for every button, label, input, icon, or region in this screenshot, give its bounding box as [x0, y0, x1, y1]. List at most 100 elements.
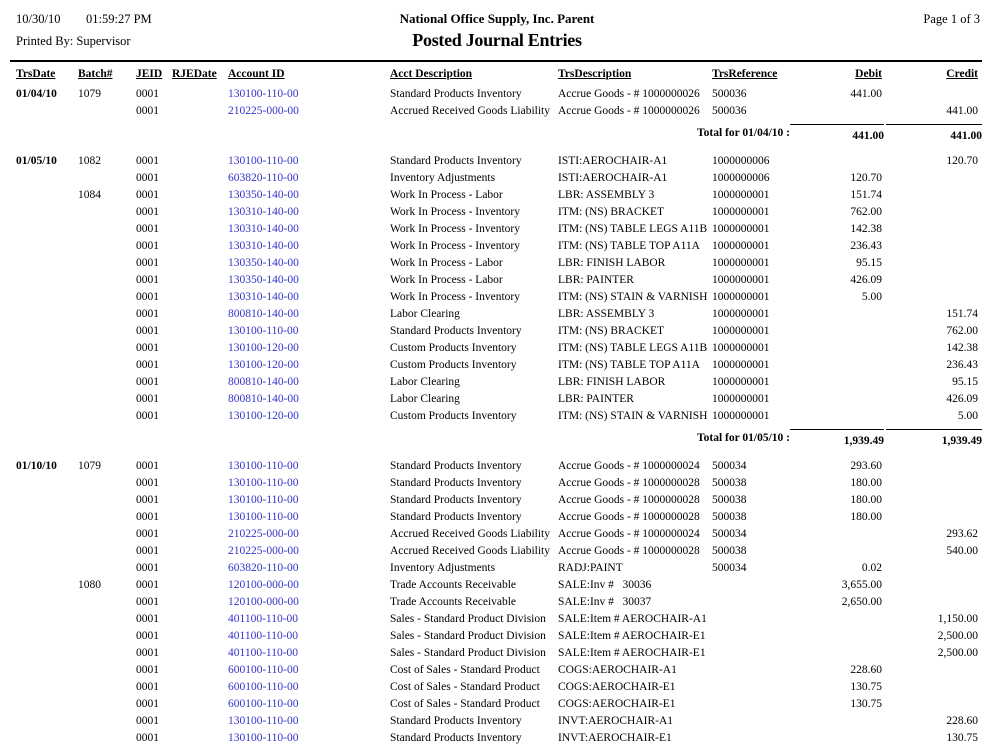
account-id-link[interactable]: 600100-110-00 [228, 681, 299, 693]
cell-jeid: 0001 [136, 698, 159, 710]
account-id-link[interactable]: 130350-140-00 [228, 257, 299, 269]
cell-rjedate [172, 272, 228, 289]
cell-trs-desc: ISTI:AEROCHAIR-A1 [558, 155, 668, 167]
cell-trs-ref: 1000000001 [712, 410, 770, 422]
cell-trs-ref [712, 628, 788, 645]
cell-trsdate [16, 594, 78, 611]
cell-debit [788, 611, 882, 628]
cell-trs-desc: ITM: (NS) STAIN & VARNISH [558, 410, 708, 422]
cell-rjedate [172, 492, 228, 509]
cell-jeid: 0001 [136, 579, 159, 591]
cell-trs-desc: LBR: PAINTER [558, 393, 634, 405]
account-id-link[interactable]: 401100-110-00 [228, 630, 299, 642]
cell-trsdate [16, 662, 78, 679]
account-id-link[interactable]: 130100-110-00 [228, 477, 299, 489]
cell-acct-desc: Standard Products Inventory [390, 715, 522, 727]
cell-acct-desc: Standard Products Inventory [390, 460, 522, 472]
cell-trsdate [16, 221, 78, 238]
account-id-link[interactable]: 120100-000-00 [228, 596, 299, 608]
cell-trsdate [16, 204, 78, 221]
account-id-link[interactable]: 600100-110-00 [228, 664, 299, 676]
cell-jeid: 0001 [136, 732, 159, 744]
account-id-link[interactable]: 600100-110-00 [228, 698, 299, 710]
cell-credit [882, 594, 978, 611]
cell-trs-ref: 1000000001 [712, 342, 770, 354]
account-id-link[interactable]: 210225-000-00 [228, 545, 299, 557]
account-id-link[interactable]: 130100-120-00 [228, 359, 299, 371]
cell-credit [882, 560, 978, 577]
cell-acct-desc: Work In Process - Inventory [390, 240, 521, 252]
account-id-link[interactable]: 130100-110-00 [228, 88, 299, 100]
cell-rjedate [172, 577, 228, 594]
journal-entry-row: 1084 0001 130350-140-00 Work In Process … [0, 187, 994, 204]
cell-trsdate: 01/04/10 [16, 88, 57, 100]
account-id-link[interactable]: 130100-110-00 [228, 511, 299, 523]
account-id-link[interactable]: 120100-000-00 [228, 579, 299, 591]
cell-trsdate [16, 103, 78, 120]
print-time: 01:59:27 PM [86, 12, 152, 26]
account-id-link[interactable]: 130350-140-00 [228, 189, 299, 201]
account-id-link[interactable]: 130100-120-00 [228, 342, 299, 354]
account-id-link[interactable]: 800810-140-00 [228, 393, 299, 405]
cell-debit: 762.00 [850, 206, 882, 218]
journal-entry-row: 0001 210225-000-00 Accrued Received Good… [0, 526, 994, 543]
cell-trs-desc: Accrue Goods - # 1000000026 [558, 105, 700, 117]
cell-rjedate [172, 594, 228, 611]
cell-trs-desc: SALE:Item # AEROCHAIR-A1 [558, 613, 707, 625]
journal-entry-row: 01/10/10 1079 0001 130100-110-00 Standar… [0, 458, 994, 475]
cell-trs-ref: 1000000001 [712, 189, 770, 201]
account-id-link[interactable]: 130310-140-00 [228, 206, 299, 218]
total-credit: 1,939.49 [886, 429, 982, 449]
account-id-link[interactable]: 130100-120-00 [228, 410, 299, 422]
cell-debit [788, 357, 882, 374]
cell-trsdate [16, 628, 78, 645]
cell-trsdate [16, 645, 78, 662]
account-id-link[interactable]: 210225-000-00 [228, 105, 299, 117]
cell-trs-desc: Accrue Goods - # 1000000028 [558, 511, 700, 523]
cell-batch [78, 696, 136, 713]
account-id-link[interactable]: 401100-110-00 [228, 647, 299, 659]
col-header-account: Account ID [228, 68, 285, 80]
account-id-link[interactable]: 130350-140-00 [228, 274, 299, 286]
col-header-trsdate: TrsDate [16, 68, 56, 80]
account-id-link[interactable]: 130310-140-00 [228, 291, 299, 303]
cell-trsdate [16, 526, 78, 543]
cell-trs-ref: 1000000001 [712, 393, 770, 405]
account-id-link[interactable]: 130100-110-00 [228, 325, 299, 337]
account-id-link[interactable]: 130100-110-00 [228, 715, 299, 727]
cell-credit [882, 509, 978, 526]
cell-trs-ref [712, 577, 788, 594]
cell-trs-desc: LBR: PAINTER [558, 274, 634, 286]
account-id-link[interactable]: 130100-110-00 [228, 460, 299, 472]
cell-acct-desc: Sales - Standard Product Division [390, 647, 546, 659]
account-id-link[interactable]: 800810-140-00 [228, 376, 299, 388]
cell-trs-ref: 1000000001 [712, 376, 770, 388]
cell-trs-desc: Accrue Goods - # 1000000026 [558, 88, 700, 100]
cell-trsdate [16, 323, 78, 340]
account-id-link[interactable]: 603820-110-00 [228, 172, 299, 184]
account-id-link[interactable]: 210225-000-00 [228, 528, 299, 540]
cell-trs-ref [712, 662, 788, 679]
cell-jeid: 0001 [136, 494, 159, 506]
total-label: Total for 01/04/10 : [697, 127, 790, 139]
account-id-link[interactable]: 603820-110-00 [228, 562, 299, 574]
account-id-link[interactable]: 130100-110-00 [228, 732, 299, 744]
cell-debit [788, 408, 882, 425]
account-id-link[interactable]: 130100-110-00 [228, 155, 299, 167]
cell-trs-desc: ITM: (NS) TABLE TOP A11A [558, 359, 700, 371]
col-header-batch: Batch# [78, 68, 113, 80]
cell-jeid: 0001 [136, 681, 159, 693]
column-headers: TrsDate Batch# JEID RJEDate Account ID A… [0, 66, 994, 83]
cell-trs-ref: 1000000001 [712, 359, 770, 371]
cell-batch [78, 357, 136, 374]
account-id-link[interactable]: 401100-110-00 [228, 613, 299, 625]
account-id-link[interactable]: 130310-140-00 [228, 223, 299, 235]
cell-rjedate [172, 306, 228, 323]
account-id-link[interactable]: 130310-140-00 [228, 240, 299, 252]
cell-trsdate [16, 306, 78, 323]
account-id-link[interactable]: 800810-140-00 [228, 308, 299, 320]
cell-jeid: 0001 [136, 206, 159, 218]
cell-batch [78, 238, 136, 255]
cell-rjedate [172, 611, 228, 628]
account-id-link[interactable]: 130100-110-00 [228, 494, 299, 506]
